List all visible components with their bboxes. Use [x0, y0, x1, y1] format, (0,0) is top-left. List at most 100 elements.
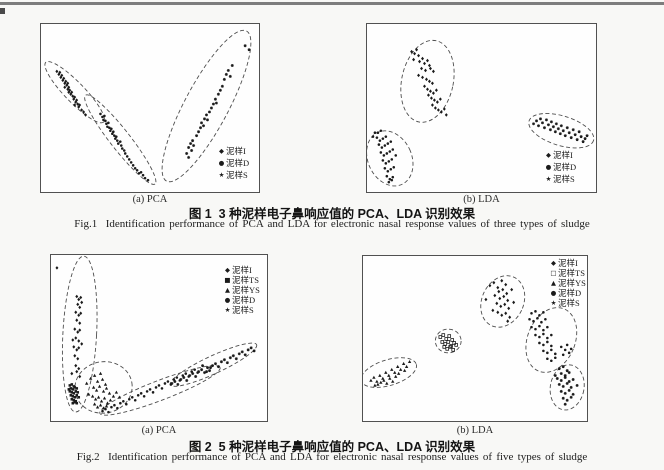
- data-point: [98, 403, 103, 407]
- data-point: [542, 332, 545, 336]
- data-point: [407, 359, 412, 364]
- data-point: [58, 70, 62, 75]
- data-point: [63, 81, 67, 86]
- legend-item: ◆ 泥样I: [223, 265, 260, 275]
- scatter-canvas: [55, 255, 258, 416]
- data-point: [62, 76, 66, 81]
- data-point: [429, 96, 433, 100]
- data-point: [86, 392, 91, 396]
- data-point: [569, 395, 573, 399]
- data-point: [401, 361, 406, 365]
- data-point: [71, 338, 75, 342]
- legend-label: 泥样TS: [558, 268, 585, 278]
- data-point: [565, 398, 569, 402]
- data-point: [540, 320, 543, 324]
- data-point: [441, 333, 446, 337]
- data-point: [117, 395, 122, 399]
- data-point: [203, 371, 207, 375]
- data-point: [452, 341, 456, 345]
- data-point: [55, 69, 59, 74]
- fig2-caption-zh: 图 2 5 种泥样电子鼻响应值的 PCA、LDA 识别效果: [188, 440, 476, 454]
- data-point: [410, 49, 414, 54]
- legend-item: ● 泥样D: [549, 288, 586, 298]
- data-point: [184, 372, 188, 375]
- data-point: [106, 125, 109, 129]
- data-point: [76, 302, 80, 307]
- data-point: [563, 376, 567, 380]
- data-point: [573, 133, 577, 137]
- data-point: [99, 399, 104, 403]
- data-point: [559, 372, 563, 376]
- data-point: [544, 118, 548, 122]
- data-point: [379, 380, 383, 384]
- data-point: [532, 319, 535, 323]
- data-point: [103, 382, 108, 386]
- data-point: [77, 297, 81, 302]
- scan-artifact-mark: [0, 8, 5, 14]
- data-point: [391, 175, 395, 179]
- data-point: [192, 144, 196, 148]
- data-point: [84, 113, 88, 117]
- data-point: [535, 119, 539, 123]
- data-point: [70, 397, 74, 401]
- data-point: [387, 373, 391, 377]
- data-point: [220, 84, 224, 88]
- data-point: [503, 302, 507, 307]
- data-point: [548, 128, 552, 132]
- data-point: [565, 381, 569, 385]
- data-point: [386, 169, 390, 173]
- data-point: [70, 371, 74, 376]
- legend-label: 泥样S: [553, 174, 575, 184]
- data-point: [72, 392, 76, 395]
- data-point: [557, 382, 561, 386]
- data-point: [197, 130, 201, 134]
- data-point: [538, 117, 542, 121]
- fig1-caption-en: Fig.1 Identification performance of PCA …: [74, 218, 590, 230]
- data-point: [561, 129, 565, 133]
- diamond-marker-icon: ◆: [219, 147, 224, 155]
- data-point: [542, 311, 545, 314]
- data-point: [125, 155, 129, 158]
- data-point: [82, 110, 86, 114]
- data-point: [495, 301, 499, 306]
- data-point: [231, 354, 235, 358]
- data-point: [493, 293, 497, 298]
- cluster-ellipse: [363, 357, 417, 388]
- data-point: [190, 149, 194, 152]
- data-point: [431, 69, 435, 74]
- data-point: [383, 144, 387, 147]
- data-point: [385, 152, 389, 155]
- data-point: [376, 131, 380, 134]
- legend-label: 泥样S: [232, 305, 254, 315]
- data-point: [200, 121, 204, 125]
- data-point: [127, 397, 131, 401]
- data-point: [546, 351, 549, 355]
- data-point: [538, 335, 541, 339]
- data-point: [194, 375, 198, 379]
- plot-legend: ◆ 泥样I □ 泥样TS ▲ 泥样YS ● 泥样D ★ 泥样S: [549, 258, 586, 308]
- data-point: [133, 398, 137, 402]
- data-point: [502, 294, 506, 299]
- cluster-ellipse: [161, 29, 252, 183]
- data-point: [71, 395, 75, 398]
- data-point: [188, 374, 192, 378]
- data-point: [76, 330, 80, 334]
- fig1-lda-plot: ◆ 泥样I ● 泥样D ★ 泥样S: [366, 23, 597, 193]
- data-point: [100, 377, 105, 381]
- data-point: [575, 138, 579, 142]
- data-point: [102, 118, 105, 122]
- fig1-pca-sublabel: (a) PCA: [132, 194, 168, 205]
- data-point: [488, 283, 492, 288]
- data-point: [118, 140, 122, 143]
- data-point: [214, 101, 218, 105]
- data-point: [139, 170, 143, 174]
- data-point: [546, 123, 550, 127]
- circle-marker-icon: ●: [224, 296, 231, 304]
- data-point: [546, 340, 549, 344]
- data-point: [380, 146, 384, 149]
- data-point: [420, 66, 424, 71]
- legend-item: ★ 泥样S: [217, 169, 249, 181]
- data-point: [73, 400, 77, 404]
- data-point: [389, 140, 393, 143]
- data-point: [114, 390, 119, 394]
